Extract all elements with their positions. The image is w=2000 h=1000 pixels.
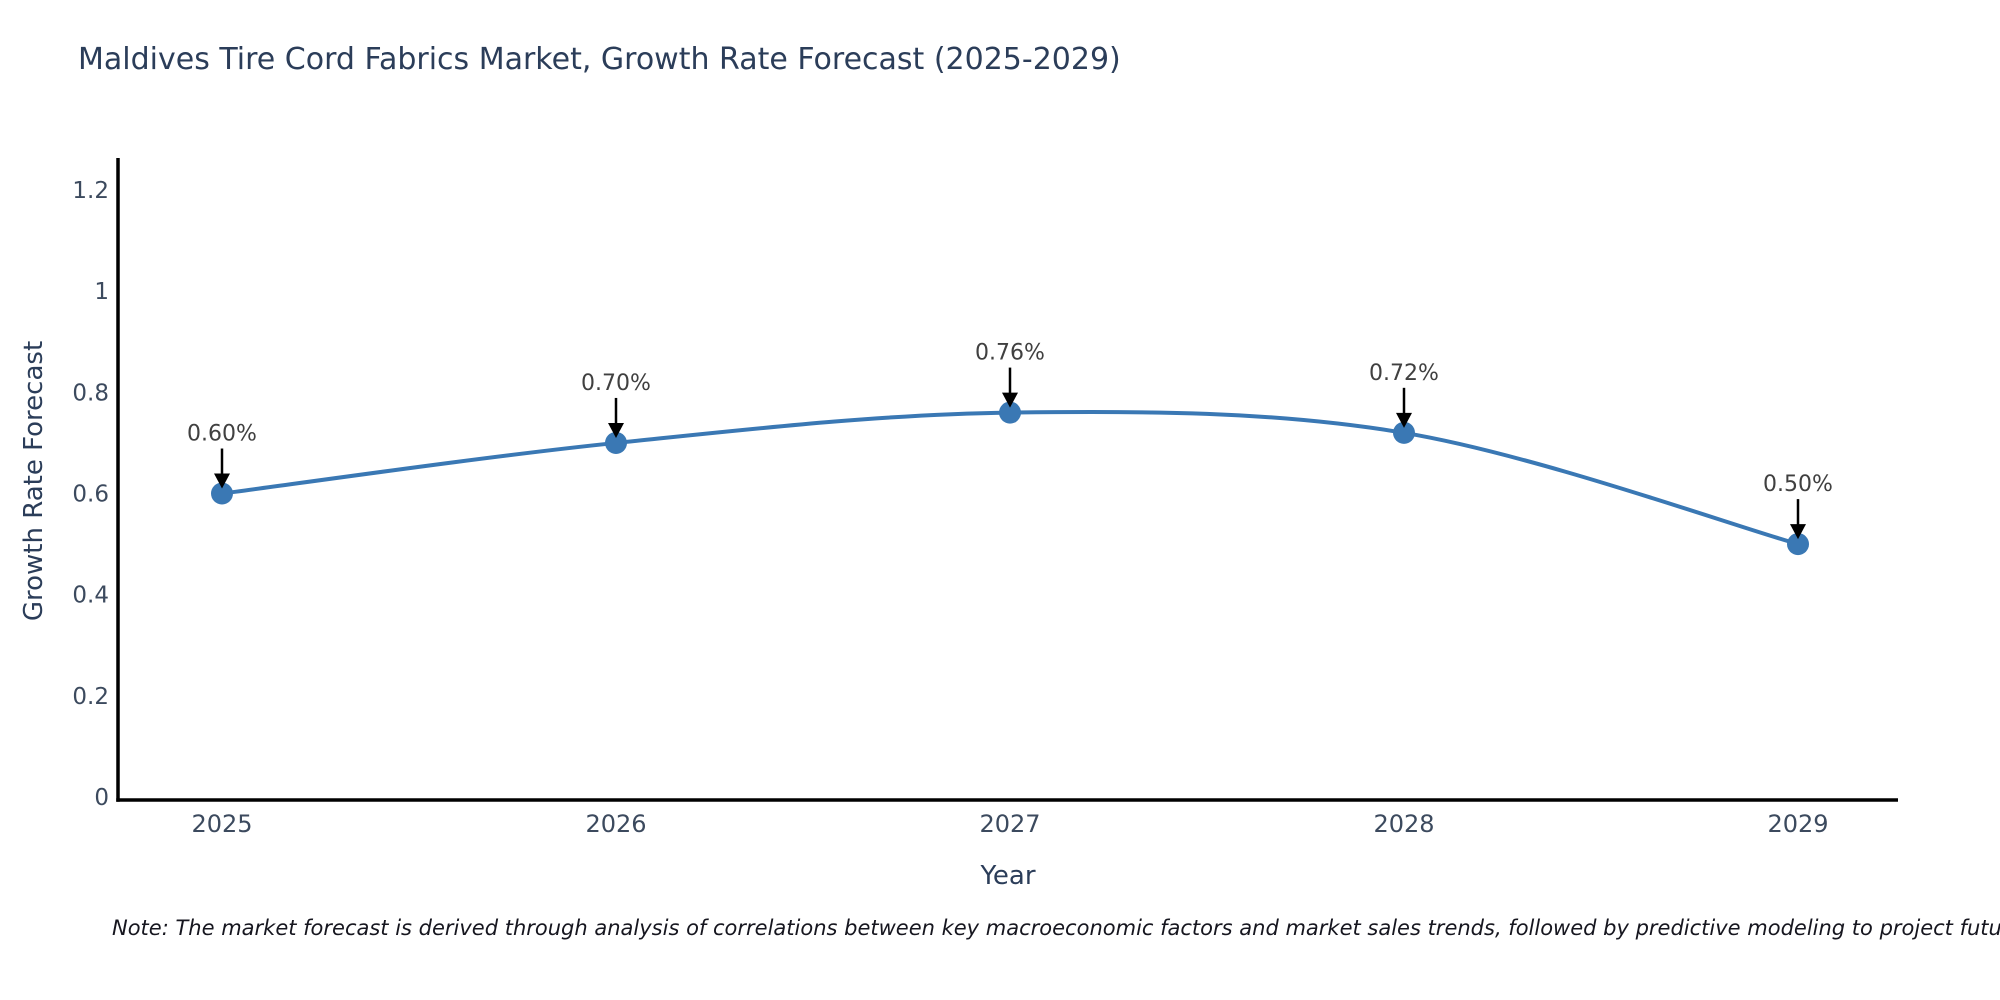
x-tick-label: 2029 [1767, 810, 1828, 838]
annotation-arrowhead [1002, 392, 1018, 408]
annotation-arrowhead [608, 422, 624, 438]
series-line [220, 409, 1800, 547]
x-tick-label: 2028 [1373, 810, 1434, 838]
y-axis-title: Growth Rate Forecast [19, 340, 49, 622]
annotation-label: 0.76% [975, 341, 1045, 366]
data-point-marker [211, 482, 233, 505]
chart-title: Maldives Tire Cord Fabrics Market, Growt… [78, 42, 1121, 77]
annotation-label: 0.70% [581, 371, 651, 396]
x-tick-label: 2025 [191, 810, 252, 838]
data-point-marker [1787, 533, 1809, 556]
x-tick-label: 2027 [979, 810, 1040, 838]
x-tick-label: 2026 [585, 810, 646, 838]
data-point-marker [605, 431, 627, 454]
annotation-arrowhead [1396, 412, 1412, 428]
data-point-marker [1393, 421, 1415, 444]
y-tick-label: 0.6 [72, 482, 109, 508]
y-tick-label: 0.2 [72, 684, 109, 710]
y-tick-label: 0 [94, 785, 109, 811]
y-tick-label: 1.2 [72, 178, 109, 204]
annotation-label: 0.72% [1369, 361, 1439, 386]
footnote: Note: The market forecast is derived thr… [112, 916, 2000, 940]
y-tick-label: 0.4 [72, 583, 109, 609]
x-axis-title: Year [980, 861, 1036, 891]
y-tick-label: 0.8 [72, 380, 109, 406]
y-tick-label: 1 [94, 279, 109, 305]
annotation-arrowhead [214, 473, 230, 489]
annotation-arrowhead [1790, 524, 1806, 540]
annotation-label: 0.50% [1763, 472, 1833, 497]
annotation-label: 0.60% [187, 422, 257, 447]
data-point-marker [999, 401, 1021, 424]
